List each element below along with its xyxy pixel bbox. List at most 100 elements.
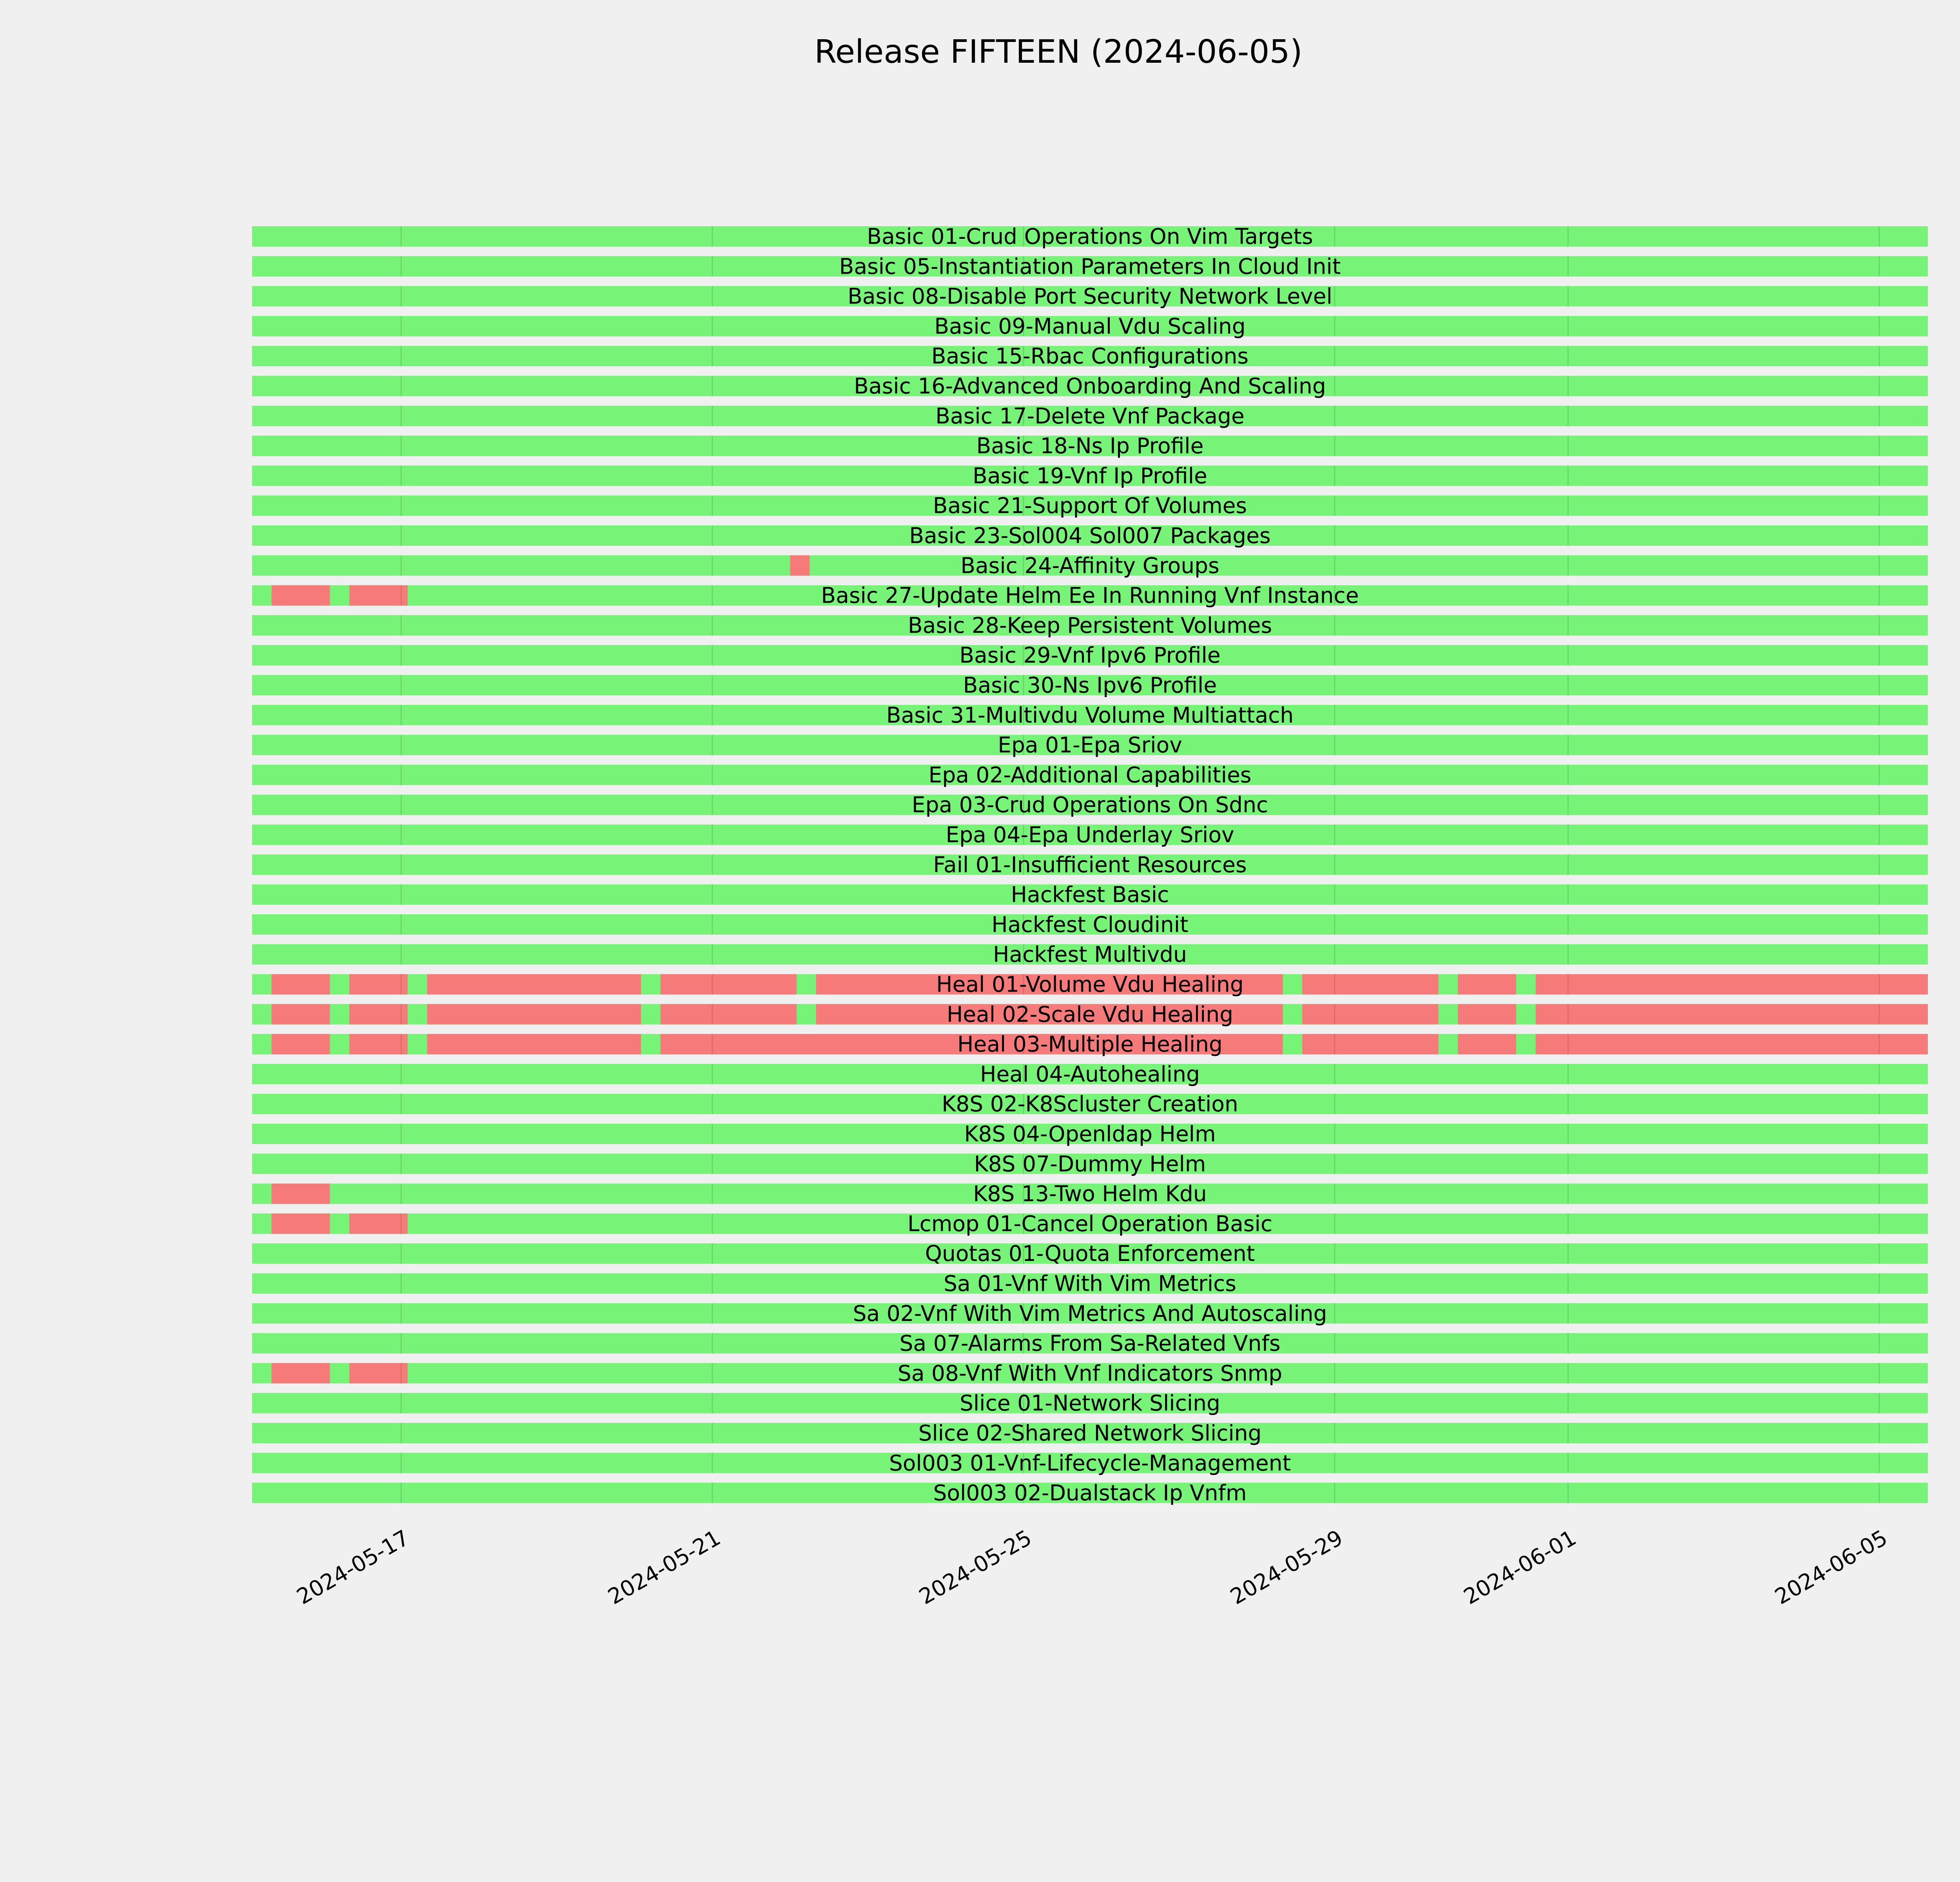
pass-bar bbox=[252, 405, 1928, 426]
row-label: K8S 02-K8Scluster Creation bbox=[942, 1092, 1238, 1117]
pass-bar bbox=[252, 1124, 1928, 1144]
row-label: Basic 05-Instantiation Parameters In Clo… bbox=[839, 254, 1341, 279]
timeline-row: Basic 19-Vnf Ip Profile bbox=[252, 463, 1928, 488]
row-label: Quotas 01-Quota Enforcement bbox=[925, 1241, 1255, 1266]
timeline-row: Sa 07-Alarms From Sa-Related Vnfs bbox=[252, 1331, 1928, 1356]
pass-bar bbox=[252, 615, 1928, 636]
pass-bar bbox=[252, 436, 1928, 456]
fail-segment bbox=[349, 1363, 408, 1384]
timeline-row: Basic 28-Keep Persistent Volumes bbox=[252, 613, 1928, 638]
row-label: Slice 02-Shared Network Slicing bbox=[918, 1421, 1262, 1446]
fail-segment bbox=[349, 1213, 408, 1234]
row-label: Hackfest Cloudinit bbox=[991, 912, 1188, 937]
row-label: K8S 07-Dummy Helm bbox=[974, 1151, 1206, 1176]
pass-bar bbox=[252, 1453, 1928, 1473]
pass-bar bbox=[252, 1303, 1928, 1324]
pass-bar bbox=[252, 794, 1928, 815]
pass-bar bbox=[252, 884, 1928, 905]
timeline-row: Slice 01-Network Slicing bbox=[252, 1391, 1928, 1416]
timeline-row: Lcmop 01-Cancel Operation Basic bbox=[252, 1211, 1928, 1236]
timeline-row: Basic 18-Ns Ip Profile bbox=[252, 433, 1928, 458]
fail-segment bbox=[660, 974, 797, 995]
timeline-row: Sa 02-Vnf With Vim Metrics And Autoscali… bbox=[252, 1301, 1928, 1326]
fail-segment bbox=[1302, 974, 1439, 995]
pass-bar bbox=[252, 495, 1928, 516]
pass-bar bbox=[252, 914, 1928, 935]
row-label: Sa 08-Vnf With Vnf Indicators Snmp bbox=[898, 1361, 1282, 1386]
row-label: Heal 02-Scale Vdu Healing bbox=[947, 1002, 1233, 1027]
pass-bar bbox=[252, 525, 1928, 546]
fail-segment bbox=[1302, 1004, 1439, 1025]
timeline-row: Quotas 01-Quota Enforcement bbox=[252, 1241, 1928, 1266]
fail-segment bbox=[349, 974, 408, 995]
row-label: Epa 03-Crud Operations On Sdnc bbox=[912, 792, 1268, 817]
row-label: Sa 07-Alarms From Sa-Related Vnfs bbox=[900, 1331, 1281, 1356]
fail-segment bbox=[660, 1004, 797, 1025]
x-tick-label: 2024-06-05 bbox=[1771, 1525, 1892, 1609]
timeline-row: K8S 02-K8Scluster Creation bbox=[252, 1092, 1928, 1117]
timeline-row: Sa 01-Vnf With Vim Metrics bbox=[252, 1271, 1928, 1296]
rows-layer: Basic 01-Crud Operations On Vim Targets B… bbox=[252, 224, 1928, 1506]
pass-bar bbox=[252, 1064, 1928, 1085]
row-label: Sol003 02-Dualstack Ip Vnfm bbox=[933, 1481, 1247, 1506]
row-label: Basic 28-Keep Persistent Volumes bbox=[908, 613, 1272, 638]
row-label: Hackfest Multivdu bbox=[993, 942, 1187, 967]
timeline-row: Basic 21-Support Of Volumes bbox=[252, 493, 1928, 518]
row-label: Heal 03-Multiple Healing bbox=[957, 1032, 1223, 1057]
row-label: Basic 23-Sol004 Sol007 Packages bbox=[909, 523, 1270, 548]
row-label: Epa 01-Epa Sriov bbox=[998, 732, 1182, 758]
fail-segment bbox=[271, 585, 330, 606]
row-label: Basic 24-Affinity Groups bbox=[960, 553, 1219, 578]
pass-bar bbox=[252, 346, 1928, 367]
timeline-row: Epa 02-Additional Capabilities bbox=[252, 762, 1928, 787]
x-tick-label: 2024-05-17 bbox=[292, 1525, 414, 1609]
pass-bar bbox=[252, 316, 1928, 336]
timeline-row: Basic 24-Affinity Groups bbox=[252, 553, 1928, 578]
fail-segment bbox=[427, 1004, 641, 1025]
fail-segment bbox=[271, 974, 330, 995]
row-label: Basic 09-Manual Vdu Scaling bbox=[934, 314, 1245, 339]
timeline-row: Epa 03-Crud Operations On Sdnc bbox=[252, 792, 1928, 817]
timeline-row: Fail 01-Insufficient Resources bbox=[252, 852, 1928, 877]
timeline-row: Heal 04-Autohealing bbox=[252, 1061, 1928, 1086]
row-label: Sa 02-Vnf With Vim Metrics And Autoscali… bbox=[853, 1301, 1327, 1326]
timeline-row: Sa 08-Vnf With Vnf Indicators Snmp bbox=[252, 1361, 1928, 1386]
timeline-row: Basic 16-Advanced Onboarding And Scaling bbox=[252, 374, 1928, 399]
fail-segment bbox=[349, 1004, 408, 1025]
fail-segment bbox=[427, 1034, 641, 1055]
fail-segment bbox=[271, 1034, 330, 1055]
pass-bar bbox=[252, 825, 1928, 845]
pass-bar bbox=[252, 376, 1928, 396]
row-label: Basic 15-Rbac Configurations bbox=[931, 343, 1249, 369]
fail-segment bbox=[816, 1004, 1283, 1025]
timeline-row: Epa 01-Epa Sriov bbox=[252, 732, 1928, 758]
row-label: Basic 30-Ns Ipv6 Profile bbox=[963, 673, 1217, 698]
row-label: Heal 04-Autohealing bbox=[980, 1061, 1200, 1086]
pass-bar bbox=[252, 465, 1928, 486]
fail-segment bbox=[271, 1183, 330, 1204]
row-label: Epa 04-Epa Underlay Sriov bbox=[946, 822, 1234, 847]
fail-segment bbox=[1458, 1034, 1516, 1055]
row-label: Sol003 01-Vnf-Lifecycle-Management bbox=[889, 1450, 1291, 1475]
pass-bar bbox=[252, 1393, 1928, 1413]
pass-bar bbox=[252, 226, 1928, 247]
fail-segment bbox=[660, 1034, 1283, 1055]
fail-segment bbox=[1535, 974, 1928, 995]
timeline-row: Basic 05-Instantiation Parameters In Clo… bbox=[252, 254, 1928, 279]
fail-segment bbox=[349, 585, 408, 606]
timeline-row: Basic 30-Ns Ipv6 Profile bbox=[252, 673, 1928, 698]
pass-bar bbox=[252, 675, 1928, 696]
fail-segment bbox=[1535, 1004, 1928, 1025]
pass-bar bbox=[252, 1154, 1928, 1174]
pass-bar bbox=[252, 1183, 1928, 1204]
row-label: Basic 17-Delete Vnf Package bbox=[935, 403, 1244, 429]
pass-bar bbox=[252, 1243, 1928, 1264]
pass-bar bbox=[252, 944, 1928, 965]
timeline-row: Basic 27-Update Helm Ee In Running Vnf I… bbox=[252, 583, 1928, 608]
pass-bar bbox=[252, 585, 1928, 606]
timeline-row: Basic 31-Multivdu Volume Multiattach bbox=[252, 703, 1928, 728]
timeline-row: Basic 15-Rbac Configurations bbox=[252, 343, 1928, 369]
pass-bar bbox=[252, 1213, 1928, 1234]
